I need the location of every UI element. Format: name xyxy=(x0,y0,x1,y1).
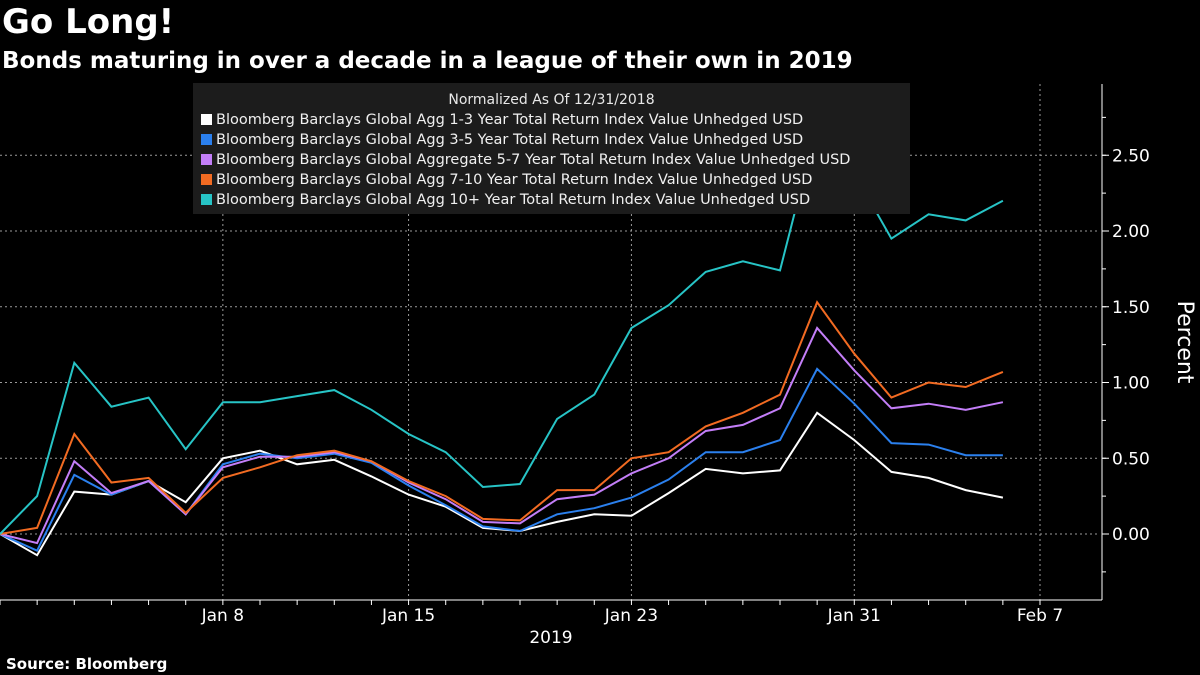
legend-item: Bloomberg Barclays Global Agg 3-5 Year T… xyxy=(193,130,910,150)
y-tick-label: 2.50 xyxy=(1112,146,1150,166)
legend-swatch xyxy=(201,134,212,145)
y-axis-label: Percent xyxy=(1172,301,1197,384)
x-tick-label: Jan 15 xyxy=(381,606,435,626)
y-tick-label: 0.50 xyxy=(1112,449,1150,469)
legend-label: Bloomberg Barclays Global Aggregate 5-7 … xyxy=(216,152,851,168)
x-tick-label: Jan 31 xyxy=(827,606,881,626)
legend-swatch xyxy=(201,154,212,165)
legend-label: Bloomberg Barclays Global Agg 1-3 Year T… xyxy=(216,112,804,128)
legend-swatch xyxy=(201,194,212,205)
legend-item: Bloomberg Barclays Global Agg 1-3 Year T… xyxy=(193,110,910,130)
legend-label: Bloomberg Barclays Global Agg 10+ Year T… xyxy=(216,192,811,208)
legend-title: Normalized As Of 12/31/2018 xyxy=(448,92,655,108)
legend-item: Bloomberg Barclays Global Agg 7-10 Year … xyxy=(193,170,910,190)
x-tick-label: Feb 7 xyxy=(1017,606,1063,626)
chart-subtitle: Bonds maturing in over a decade in a lea… xyxy=(2,48,853,74)
legend-item: Bloomberg Barclays Global Aggregate 5-7 … xyxy=(193,150,910,170)
source-note: Source: Bloomberg xyxy=(6,655,168,673)
series-line-3 xyxy=(0,326,1004,545)
legend: Normalized As Of 12/31/2018 Bloomberg Ba… xyxy=(193,83,910,214)
legend-items: Bloomberg Barclays Global Agg 1-3 Year T… xyxy=(193,110,910,210)
axes: Jan 8 Jan 15 Jan 23 Jan 31 Feb 7 0.00 0.50 1.00… xyxy=(0,84,1150,626)
legend-item: Bloomberg Barclays Global Agg 10+ Year T… xyxy=(193,190,910,210)
y-tick-label: 0.00 xyxy=(1112,525,1150,545)
x-tick-label: Jan 23 xyxy=(604,606,658,626)
y-tick-label: 1.50 xyxy=(1112,298,1150,318)
legend-label: Bloomberg Barclays Global Agg 3-5 Year T… xyxy=(216,132,804,148)
x-tick-label: Jan 8 xyxy=(201,606,244,626)
legend-label: Bloomberg Barclays Global Agg 7-10 Year … xyxy=(216,172,813,188)
x-axis-label: 2019 xyxy=(529,628,572,648)
y-tick-label: 2.00 xyxy=(1112,222,1150,242)
legend-swatch xyxy=(201,114,212,125)
y-tick-label: 1.00 xyxy=(1112,374,1150,394)
chart-title: Go Long! xyxy=(2,2,175,42)
series-lines xyxy=(0,122,1004,557)
legend-swatch xyxy=(201,174,212,185)
series-line-4 xyxy=(0,300,1004,535)
